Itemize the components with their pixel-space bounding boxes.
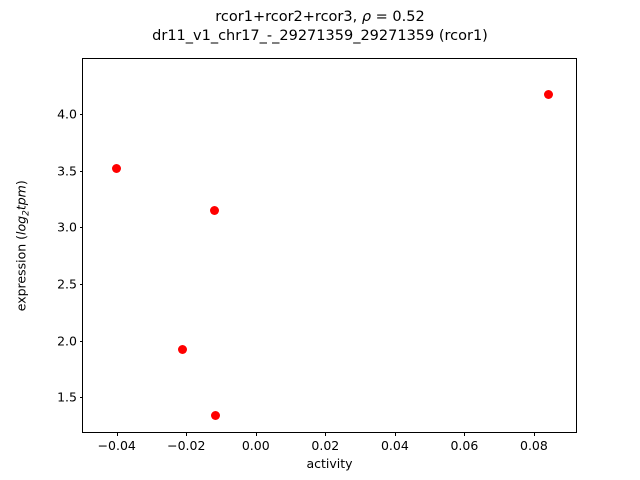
y-axis-tick-label: 4.0 (57, 106, 77, 122)
x-axis-tick (325, 432, 327, 436)
data-point (544, 90, 554, 100)
y-axis-tick (79, 397, 83, 399)
x-axis-tick-label: −0.04 (97, 438, 136, 453)
y-axis-tick-label: 1.5 (57, 389, 77, 405)
y-axis-tick (79, 227, 83, 229)
y-axis-label-text: expression (log2tpm) (13, 180, 31, 311)
y-axis-tick-label: 2.5 (57, 276, 77, 292)
x-axis-tick (186, 432, 188, 436)
y-axis-tick (79, 113, 83, 115)
y-axis-tick (79, 284, 83, 286)
x-axis-tick-label: 0.04 (380, 438, 409, 453)
y-axis-label-suffix: ) (13, 180, 29, 185)
x-axis-tick (533, 432, 535, 436)
x-axis-label: activity (306, 456, 353, 471)
y-axis-tick-label: 2.0 (57, 333, 77, 349)
x-axis-tick (255, 432, 257, 436)
y-axis-tick-label: 3.0 (57, 219, 77, 235)
y-axis-label-prefix: expression ( (13, 234, 29, 311)
chart-title: rcor1+rcor2+rcor3, ρ = 0.52 dr11_v1_chr1… (0, 8, 640, 46)
data-point (211, 411, 221, 421)
chart-title-line-1: rcor1+rcor2+rcor3, ρ = 0.52 (0, 8, 640, 27)
y-axis-label-math-base: log (13, 215, 29, 235)
x-axis-tick-label: −0.02 (167, 438, 206, 453)
y-axis-label-math-rest: tpm (13, 184, 29, 210)
x-axis-tick (394, 432, 396, 436)
y-axis-tick-label: 3.5 (57, 163, 77, 179)
plot-axes-frame: −0.04 −0.02 0.00 0.02 0.04 0.06 0.08 1.5 2.0 2.5 3… (57, 58, 577, 453)
x-axis-tick-label: 0.06 (450, 438, 479, 453)
x-axis-tick-label: 0.02 (311, 438, 340, 453)
chart-title-prefix: rcor1+rcor2+rcor3, (215, 9, 362, 25)
chart-title-suffix: = 0.52 (371, 9, 425, 25)
x-axis-tick-label: 0.08 (520, 438, 548, 453)
plot-area (83, 59, 576, 432)
y-axis-tick (79, 170, 83, 172)
y-axis-label: expression (log2tpm) (12, 58, 32, 433)
rho-symbol: ρ (361, 9, 372, 25)
data-point (112, 163, 122, 173)
data-point (178, 345, 188, 355)
data-point (210, 205, 220, 215)
y-axis-label-math-sub: 2 (20, 209, 31, 216)
y-axis-tick (79, 340, 83, 342)
chart-subtitle: dr11_v1_chr17_-_29271359_29271359 (rcor1… (152, 28, 488, 44)
x-axis-tick (464, 432, 466, 436)
x-axis-tick (116, 432, 118, 436)
x-axis-tick-label: 0.00 (241, 438, 270, 453)
